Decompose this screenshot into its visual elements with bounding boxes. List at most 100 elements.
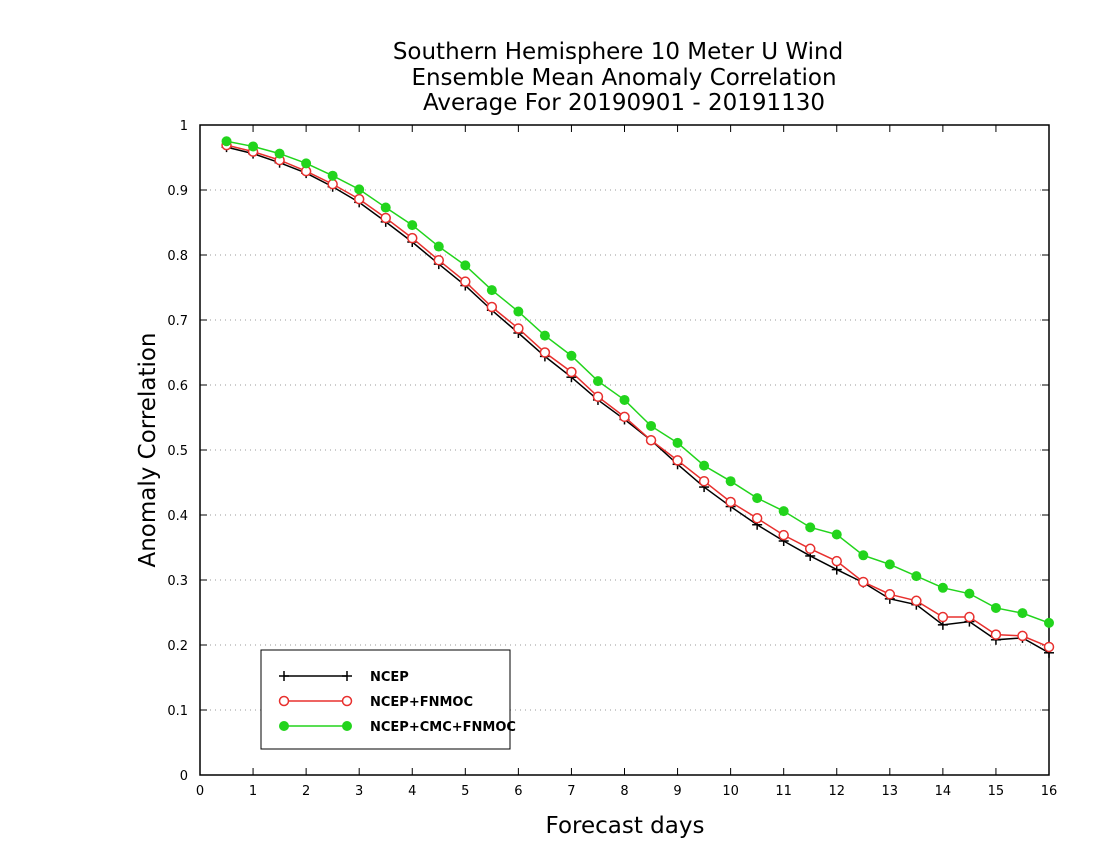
title-line-1: Southern Hemisphere 10 Meter U Wind: [393, 39, 843, 65]
data-point: [407, 220, 418, 231]
data-point: [858, 550, 869, 561]
data-point: [513, 306, 524, 317]
y-tick-label: 0.3: [167, 574, 188, 589]
y-tick-label: 0.9: [167, 184, 188, 199]
chart-title: Southern Hemisphere 10 Meter U Wind Ense…: [393, 39, 843, 116]
y-tick-label: 0.1: [167, 704, 188, 719]
y-tick-label: 0.8: [167, 249, 188, 264]
series-ncep: [221, 142, 1054, 658]
data-point: [699, 460, 710, 471]
x-tick-label: 12: [828, 784, 845, 799]
data-point: [327, 170, 338, 181]
data-point: [831, 555, 842, 567]
x-tick-label: 10: [722, 784, 739, 799]
legend: NCEP NCEP+FNMOC NCEP+CMC+FNMOC: [260, 649, 516, 750]
legend-entry: NCEP+CMC+FNMOC: [279, 720, 516, 735]
data-point: [619, 394, 630, 405]
data-point: [990, 629, 1002, 640]
data-point: [1044, 617, 1054, 628]
y-axis-label: Anomaly Correlation: [135, 332, 161, 567]
series-ncep-cmc-fnmoc: [221, 136, 1054, 628]
data-point: [341, 695, 353, 707]
data-point: [354, 184, 365, 195]
x-tick-label: 1: [249, 784, 257, 799]
data-point: [831, 529, 842, 540]
data-point: [327, 178, 338, 190]
data-point: [884, 559, 895, 570]
plot-frame: [199, 124, 1050, 776]
data-point: [592, 391, 604, 402]
title-line-2: Ensemble Mean Anomaly Correlation: [411, 65, 836, 91]
data-point: [248, 141, 259, 152]
x-tick-label: 8: [620, 784, 628, 799]
data-point: [751, 513, 763, 524]
x-tick-label: 15: [988, 784, 1005, 799]
data-point: [486, 285, 497, 296]
data-point: [645, 435, 657, 446]
grid: [200, 189, 1049, 711]
y-tick-label: 0: [180, 769, 188, 784]
x-tick-label: 6: [514, 784, 522, 799]
data-point: [539, 347, 551, 358]
data-point: [1017, 608, 1028, 619]
data-point: [698, 475, 710, 487]
data-point: [672, 437, 683, 448]
legend-label: NCEP: [370, 670, 409, 685]
data-point: [566, 350, 577, 361]
data-point: [804, 543, 816, 555]
x-tick-label: 11: [775, 784, 792, 799]
x-tick-label: 3: [355, 784, 363, 799]
axes: 00.10.20.30.40.50.60.70.80.910 1 2 3 4 5 6 7 8 9 1…: [167, 119, 1057, 799]
data-point: [279, 671, 289, 681]
data-point: [725, 476, 736, 487]
series-line: [226, 144, 1050, 648]
y-tick-label: 0.4: [167, 509, 188, 524]
x-tick-label: 5: [461, 784, 469, 799]
data-point: [353, 193, 365, 205]
data-point: [513, 323, 524, 334]
y-tick-label: 0.6: [167, 379, 188, 394]
data-point: [221, 136, 232, 147]
data-point: [911, 571, 922, 582]
data-point: [964, 611, 975, 623]
data-point: [990, 602, 1001, 613]
data-point: [301, 158, 312, 169]
data-point: [539, 330, 550, 341]
y-tick-label: 0.7: [167, 314, 188, 329]
data-point: [380, 212, 391, 224]
data-point: [911, 595, 922, 607]
legend-label: NCEP+CMC+FNMOC: [370, 720, 516, 735]
data-point: [937, 611, 949, 623]
data-point: [380, 202, 391, 213]
data-point: [407, 232, 418, 244]
data-point: [964, 588, 975, 599]
legend-box: [260, 649, 511, 750]
data-point: [460, 260, 471, 271]
x-tick-label: 16: [1041, 784, 1058, 799]
data-point: [778, 506, 789, 517]
data-point: [278, 695, 290, 707]
y-tick-label: 1: [180, 119, 188, 134]
title-line-3: Average For 20190901 - 20191130: [423, 90, 825, 116]
x-tick-label: 0: [196, 784, 204, 799]
data-point: [672, 455, 683, 466]
series-line: [226, 140, 1050, 624]
x-tick-label: 4: [408, 784, 416, 799]
data-point: [486, 301, 498, 313]
x-tick-label: 14: [935, 784, 952, 799]
series-line: [226, 146, 1050, 654]
data-point: [778, 529, 789, 541]
data-point: [279, 721, 289, 731]
data-point: [460, 276, 471, 287]
data-point: [342, 721, 352, 731]
data-point: [1043, 641, 1055, 653]
data-point: [858, 576, 869, 588]
data-point: [752, 493, 763, 504]
data-point: [805, 522, 816, 533]
data-point: [619, 411, 630, 423]
data-point: [937, 582, 948, 593]
x-tick-label: 7: [567, 784, 575, 799]
series-ncep-fnmoc: [221, 139, 1055, 653]
data-point: [592, 376, 603, 387]
